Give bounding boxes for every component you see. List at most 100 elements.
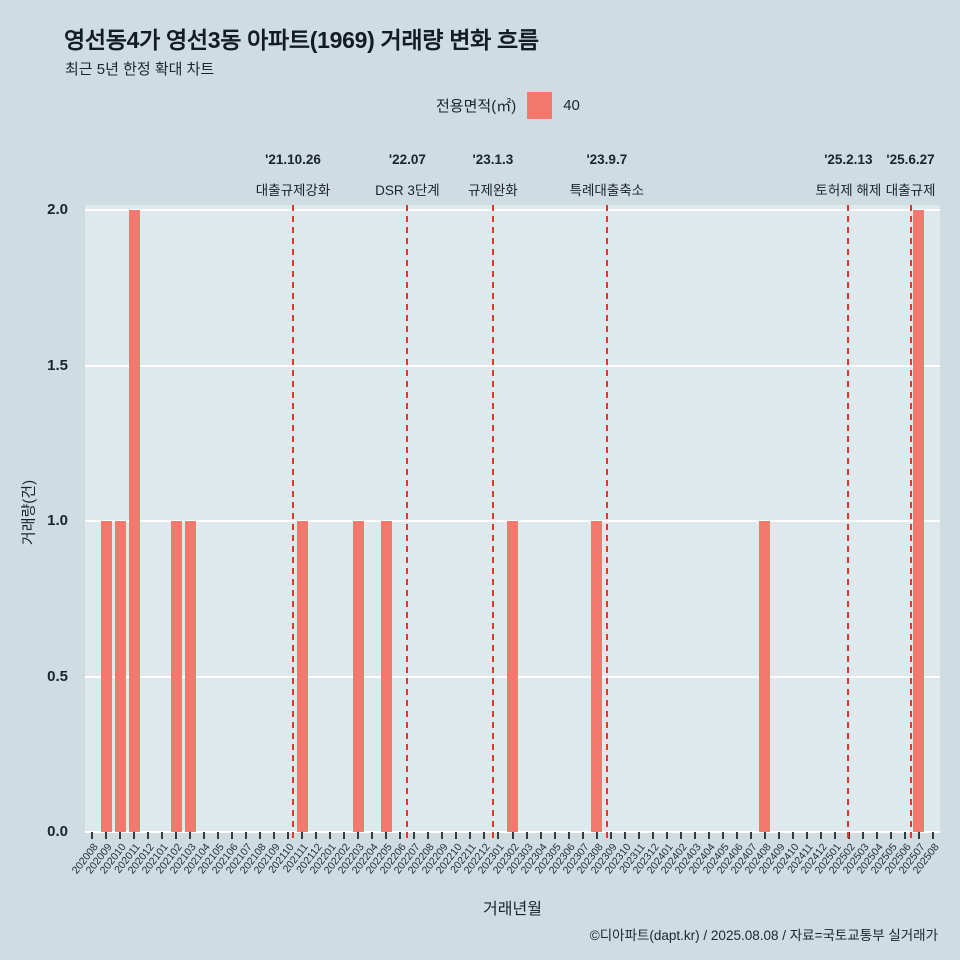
- x-tick-mark: [707, 832, 710, 839]
- annotation-date: '22.07: [388, 152, 426, 167]
- x-tick-mark: [357, 832, 360, 839]
- x-tick-mark: [441, 832, 444, 839]
- x-tick-mark: [469, 832, 472, 839]
- x-tick-mark: [651, 832, 654, 839]
- x-tick-mark: [721, 832, 724, 839]
- x-tick-mark: [105, 832, 108, 839]
- x-tick-mark: [329, 832, 332, 839]
- bar-202103: [184, 521, 196, 832]
- x-tick-mark: [161, 832, 164, 839]
- x-tick-mark: [833, 832, 836, 839]
- x-tick-mark: [301, 832, 304, 839]
- page-title: 영선동4가 영선3동 아파트(1969) 거래량 변화 흐름: [64, 27, 539, 53]
- annotation-date: '23.1.3: [472, 152, 514, 167]
- annotation-label: 특례대출축소: [569, 183, 645, 198]
- annotation-label: 대출규제강화: [255, 183, 331, 198]
- x-tick-mark: [763, 832, 766, 839]
- x-tick-mark: [371, 832, 374, 839]
- x-tick-mark: [259, 832, 262, 839]
- bar-202205: [380, 521, 392, 832]
- y-tick-label: 2.0: [47, 201, 68, 218]
- x-tick-mark: [413, 832, 416, 839]
- gridline: [85, 209, 940, 211]
- x-tick-mark: [819, 832, 822, 839]
- x-tick-mark: [665, 832, 668, 839]
- x-tick-mark: [539, 832, 542, 839]
- x-tick-mark: [483, 832, 486, 839]
- x-tick-mark: [245, 832, 248, 839]
- x-tick-mark: [931, 832, 934, 839]
- bar-202111: [296, 521, 308, 832]
- bar-202302: [507, 521, 518, 832]
- x-tick-mark: [287, 832, 290, 839]
- x-tick-mark: [455, 832, 458, 839]
- annotation-line: [292, 205, 294, 839]
- y-tick-label: 1.0: [47, 512, 68, 529]
- x-tick-mark: [497, 832, 500, 839]
- x-tick-mark: [399, 832, 402, 839]
- x-tick-mark: [609, 832, 612, 839]
- x-tick-mark: [693, 832, 696, 839]
- x-tick-mark: [385, 832, 388, 839]
- bar-202308: [591, 521, 603, 832]
- bar-202507: [913, 210, 925, 832]
- x-tick-mark: [861, 832, 864, 839]
- y-tick-label: 0.5: [47, 667, 68, 685]
- annotation-label: DSR 3단계: [375, 183, 440, 198]
- annotation-label: 대출규제: [885, 183, 936, 198]
- annotation-label: 규제완화: [468, 183, 518, 198]
- annotation-label: 토허제 해제: [815, 183, 882, 198]
- legend-title: 전용면적(㎡): [436, 98, 517, 115]
- x-tick-mark: [567, 832, 570, 839]
- bar-202010: [114, 521, 126, 832]
- bar-202009: [100, 521, 112, 832]
- x-tick-mark: [735, 832, 738, 839]
- annotation-date: '23.9.7: [586, 152, 628, 167]
- x-tick-mark: [791, 832, 794, 839]
- bar-202011: [128, 210, 140, 832]
- footer-credit: ©디아파트(dapt.kr) / 2025.08.08 / 자료=국토교통부 실…: [589, 928, 938, 943]
- x-tick-mark: [637, 832, 640, 839]
- annotation-line: [406, 205, 409, 839]
- legend: 전용면적(㎡) 40: [436, 92, 580, 119]
- x-tick-mark: [133, 832, 136, 839]
- x-tick-mark: [917, 832, 920, 839]
- x-tick-mark: [749, 832, 752, 839]
- y-tick-label: 0.0: [47, 823, 68, 840]
- x-tick-mark: [903, 832, 906, 839]
- x-axis-title: 거래년월: [483, 901, 542, 918]
- x-tick-mark: [147, 832, 150, 839]
- x-tick-mark: [273, 832, 276, 839]
- annotation-line: [909, 205, 912, 839]
- x-tick-mark: [595, 832, 598, 839]
- annotation-line: [847, 205, 850, 839]
- x-tick-mark: [875, 832, 878, 839]
- x-tick-mark: [553, 832, 556, 839]
- x-tick-mark: [805, 832, 808, 839]
- x-tick-mark: [427, 832, 430, 839]
- gridline: [85, 364, 940, 367]
- bar-202408: [759, 521, 771, 832]
- x-tick-mark: [889, 832, 892, 839]
- legend-item-label: 40: [563, 97, 580, 114]
- x-tick-mark: [315, 832, 318, 839]
- bar-202102: [170, 521, 182, 832]
- x-tick-mark: [679, 832, 682, 839]
- x-tick-mark: [777, 832, 780, 839]
- x-tick-mark: [511, 832, 514, 839]
- x-tick-mark: [343, 832, 346, 839]
- x-tick-mark: [231, 832, 234, 839]
- legend-swatch: [527, 92, 553, 119]
- x-tick-mark: [623, 832, 626, 839]
- x-tick-mark: [581, 832, 584, 839]
- annotation-line: [491, 205, 494, 839]
- bar-202203: [352, 521, 364, 832]
- y-tick-label: 1.5: [47, 356, 68, 374]
- x-tick-mark: [203, 832, 206, 839]
- x-tick-mark: [525, 832, 528, 839]
- page-subtitle: 최근 5년 한정 확대 차트: [65, 61, 215, 78]
- x-tick-mark: [119, 832, 122, 839]
- annotation-date: '25.2.13: [824, 152, 873, 167]
- x-tick-mark: [217, 832, 220, 839]
